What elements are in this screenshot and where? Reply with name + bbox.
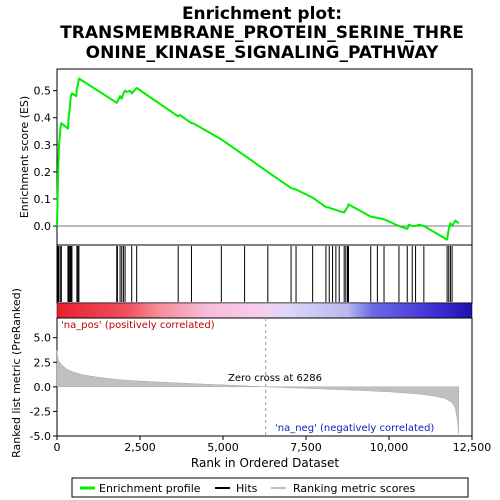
enrichment-profile-line <box>56 77 460 241</box>
es-y-tick-label: 0.3 <box>34 139 52 152</box>
es-y-tick-label: 0.4 <box>34 112 52 125</box>
metric-y-tick-label: 0.0 <box>34 381 52 394</box>
na-neg-label: 'na_neg' (negatively correlated) <box>275 423 434 434</box>
hits-markers <box>57 246 453 302</box>
x-tick-label: 2,500 <box>124 441 156 454</box>
es-y-axis-label: Enrichment score (ES) <box>18 96 31 218</box>
x-axis: 0 2,500 5,000 7,500 10,000 12,500 <box>54 436 492 454</box>
es-y-tick-label: 0.5 <box>34 85 52 98</box>
metric-y-axis: -5.0 -2.5 0.0 2.5 5.0 <box>30 332 57 443</box>
es-y-tick-label: 0.2 <box>34 166 52 179</box>
legend-hits-label: Hits <box>236 482 258 495</box>
legend-ranking-label: Ranking metric scores <box>293 482 415 495</box>
legend-enrichment-label: Enrichment profile <box>99 482 201 495</box>
x-tick-label: 7,500 <box>290 441 322 454</box>
es-y-axis: 0.0 0.1 0.2 0.3 0.4 0.5 <box>34 85 57 233</box>
zero-cross-label: Zero cross at 6286 <box>228 373 322 384</box>
x-tick-label: 0 <box>54 441 61 454</box>
metric-panel-frame <box>56 317 473 437</box>
es-panel-frame <box>56 68 473 246</box>
rank-color-bar <box>56 302 473 319</box>
metric-y-axis-label: Ranked list metric (PreRanked) <box>10 288 23 458</box>
legend-box <box>71 477 469 498</box>
es-y-tick-label: 0.0 <box>34 220 52 233</box>
metric-y-tick-label: 2.5 <box>34 356 52 369</box>
metric-y-tick-label: 5.0 <box>34 332 52 345</box>
x-tick-label: 12,500 <box>453 441 492 454</box>
x-tick-label: 5,000 <box>207 441 239 454</box>
x-axis-label: Rank in Ordered Dataset <box>191 456 339 470</box>
metric-y-tick-label: -2.5 <box>30 405 51 418</box>
hits-panel-frame <box>56 244 473 304</box>
metric-y-tick-label: -5.0 <box>30 430 51 443</box>
ranking-metric-area <box>56 350 459 435</box>
na-pos-label: 'na_pos' (positively correlated) <box>61 320 215 331</box>
chart-title-line-2: TRANSMEMBRANE_PROTEIN_SERINE_THRE <box>60 23 464 43</box>
chart-title-line-3: ONINE_KINASE_SIGNALING_PATHWAY <box>86 43 439 63</box>
es-y-tick-label: 0.1 <box>34 193 52 206</box>
x-tick-label: 10,000 <box>370 441 409 454</box>
chart-title-line-1: Enrichment plot: <box>182 4 342 24</box>
